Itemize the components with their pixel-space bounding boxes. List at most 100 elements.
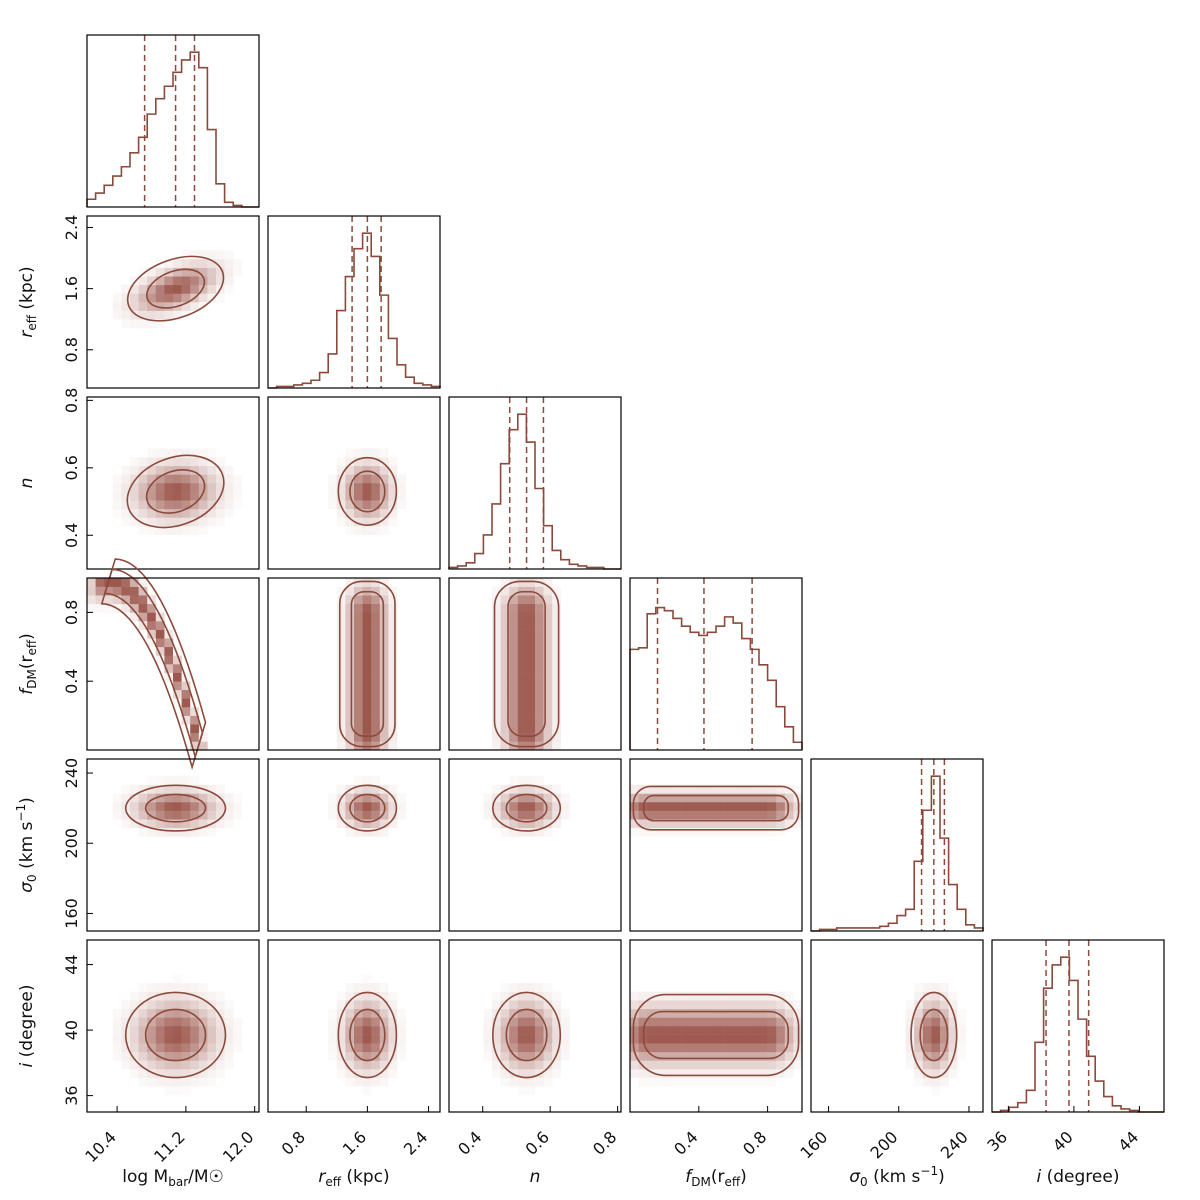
density-cell: [181, 474, 191, 484]
density-cell: [517, 707, 527, 716]
density-cell: [500, 784, 510, 794]
density-cell: [155, 1017, 165, 1027]
density-cell: [233, 500, 243, 510]
density-cell: [336, 491, 346, 501]
density-cell: [707, 1026, 717, 1035]
density-cell: [707, 1043, 717, 1053]
density-cell: [673, 991, 682, 1001]
density-cell: [535, 1051, 544, 1061]
density-cell: [345, 603, 355, 613]
contour-1: [505, 1008, 548, 1062]
density-cell: [371, 621, 381, 630]
density-cell: [328, 810, 338, 820]
density-cell: [336, 1008, 346, 1018]
density-cell: [940, 1008, 949, 1018]
density-cell: [354, 586, 363, 596]
density-cell: [500, 707, 510, 716]
density-cell: [509, 664, 519, 673]
density-cell: [138, 991, 148, 1001]
density-cell: [716, 793, 725, 803]
density-cell: [173, 1069, 182, 1078]
density-cell: [526, 983, 536, 992]
density-cell: [957, 1008, 967, 1018]
density-cell: [388, 681, 398, 691]
density-cell: [543, 1069, 553, 1078]
density-cell: [931, 1077, 941, 1087]
density-cell: [914, 1051, 924, 1061]
density-cell: [138, 810, 148, 820]
density-cell: [181, 991, 191, 1001]
density-cell: [190, 784, 200, 794]
density-cell: [138, 595, 148, 605]
density-cell: [155, 1060, 165, 1070]
density-cell: [379, 1069, 389, 1078]
density-cell: [776, 1034, 786, 1044]
density-cell: [328, 491, 338, 501]
density-cell: [138, 310, 148, 320]
density-cell: [922, 1051, 932, 1061]
density-cell: [526, 802, 536, 811]
density-cell: [164, 1086, 174, 1096]
y-tick-label: 44: [62, 954, 81, 974]
density-cell: [957, 1034, 967, 1044]
density-cell: [354, 1000, 363, 1010]
contour-1: [145, 469, 206, 514]
density-cell: [690, 1069, 700, 1078]
density-cell: [500, 1026, 510, 1035]
density-cell: [500, 741, 510, 751]
density-cell: [198, 1008, 208, 1018]
panel-frame: [810, 939, 984, 1113]
density-cell: [552, 810, 562, 820]
density-cell: [638, 1077, 648, 1087]
density-cell: [147, 474, 157, 484]
density-cell: [207, 1034, 217, 1044]
density-cell: [138, 1051, 148, 1061]
density-cell: [560, 1026, 570, 1035]
density-cell: [336, 1051, 346, 1061]
density-cell: [673, 819, 682, 829]
density-cell: [130, 500, 139, 510]
density-cell: [922, 983, 932, 992]
contour-2: [632, 993, 800, 1077]
density-cell: [371, 983, 381, 992]
density-cell: [112, 508, 122, 518]
density-cell: [328, 1017, 338, 1027]
density-cell: [784, 793, 794, 803]
density-cell: [138, 1060, 148, 1070]
density-cell: [647, 784, 657, 794]
density-cell: [336, 457, 346, 467]
density-cell: [173, 293, 182, 303]
panel-reff-reff: [267, 215, 441, 389]
density-cell: [155, 629, 165, 639]
density-cell: [388, 672, 398, 682]
density-cell: [388, 517, 398, 527]
density-cell: [931, 1026, 941, 1035]
density-cell: [198, 259, 208, 268]
density-cell: [630, 784, 639, 794]
density-cell: [147, 991, 157, 1001]
density-cell: [379, 646, 389, 656]
density-cell: [492, 819, 501, 829]
density-cell: [724, 784, 734, 794]
density-cell: [552, 991, 562, 1001]
density-cell: [500, 621, 510, 630]
density-cell: [345, 1017, 355, 1027]
density-cell: [500, 793, 510, 803]
density-cell: [724, 1000, 734, 1010]
density-cell: [388, 586, 398, 596]
density-cell: [362, 517, 372, 527]
density-cell: [216, 802, 225, 811]
density-cell: [379, 715, 389, 725]
density-cell: [940, 1051, 949, 1061]
panel-frame: [86, 215, 260, 389]
density-cell: [112, 586, 122, 596]
density-cell: [190, 983, 200, 992]
density-cell: [147, 293, 157, 303]
density-cell: [362, 991, 372, 1001]
density-cell: [354, 517, 363, 527]
density-cell: [130, 1051, 139, 1061]
density-cell: [138, 827, 148, 837]
density-cell: [776, 1000, 786, 1010]
density-cell: [147, 1051, 157, 1061]
density-cell: [500, 1000, 510, 1010]
